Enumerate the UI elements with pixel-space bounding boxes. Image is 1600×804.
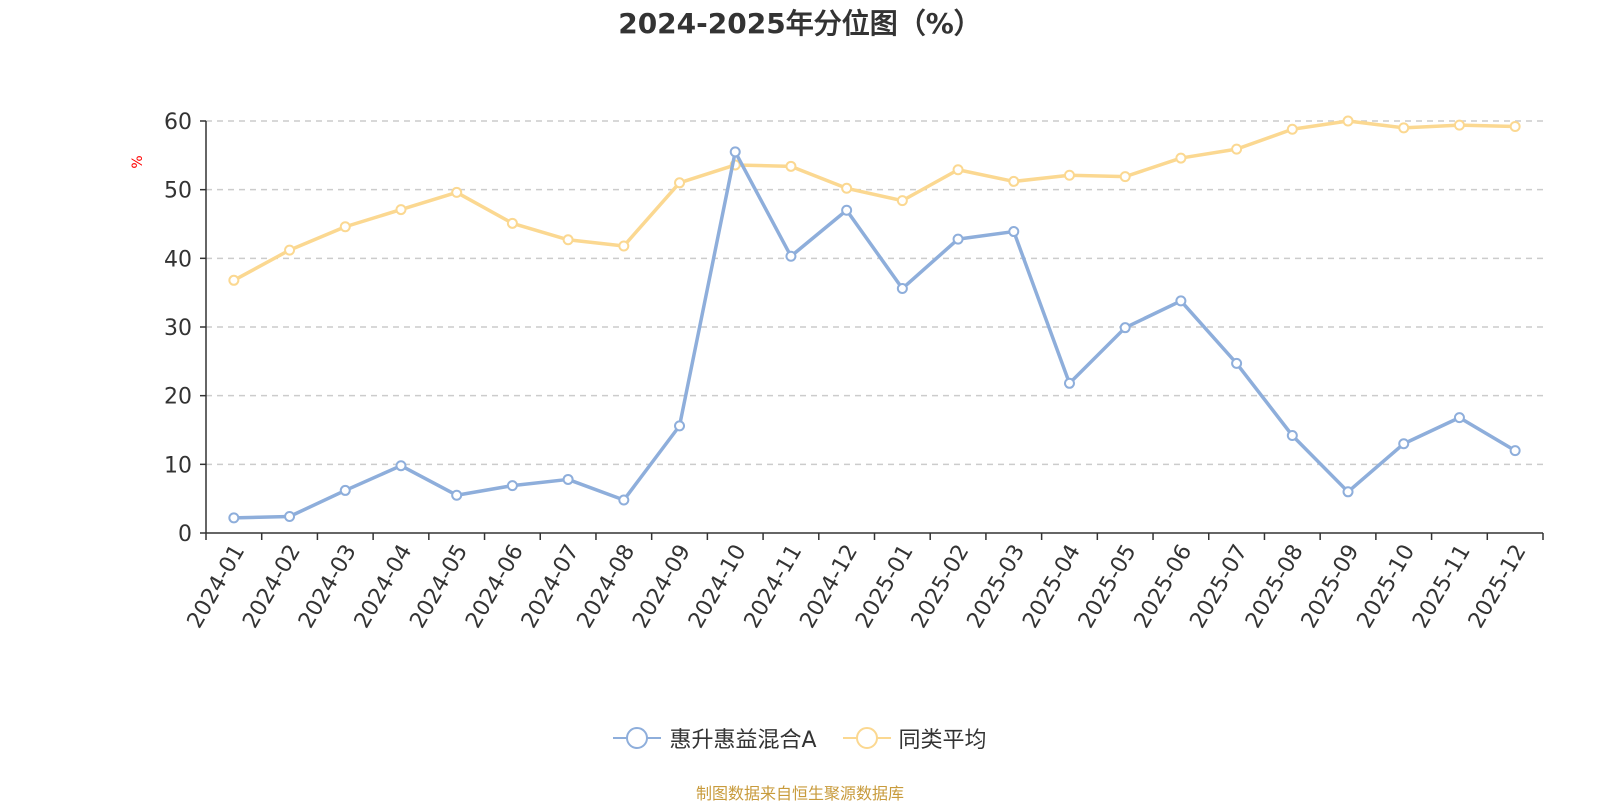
series-1-point bbox=[1119, 322, 1131, 334]
series-2-point bbox=[451, 186, 463, 198]
y-tick-label: 10 bbox=[164, 453, 192, 478]
legend-marker-series-1 bbox=[613, 727, 662, 749]
series-2-point bbox=[785, 160, 797, 172]
y-axis-label: % bbox=[130, 155, 146, 168]
series-2-point bbox=[1231, 143, 1243, 155]
series-1-point bbox=[1231, 357, 1243, 369]
series-2-point bbox=[674, 177, 686, 189]
series-line-1 bbox=[232, 150, 1517, 520]
series-1-point bbox=[674, 420, 686, 432]
series-2-point bbox=[228, 274, 240, 286]
series-1-point bbox=[618, 494, 630, 506]
series-line-2 bbox=[232, 119, 1517, 283]
y-tick-label: 60 bbox=[164, 110, 192, 135]
series-2-point bbox=[1509, 120, 1521, 132]
series-1-point bbox=[1175, 295, 1187, 307]
chart-title: 2024-2025年分位图（%） bbox=[618, 7, 982, 40]
series-1-point bbox=[339, 484, 351, 496]
y-tick-label: 50 bbox=[164, 179, 192, 204]
legend-item-series-1[interactable]: 惠升惠益混合A bbox=[613, 722, 817, 754]
series-1-point bbox=[562, 473, 574, 485]
series-2-point bbox=[1008, 175, 1020, 187]
y-tick-label: 40 bbox=[164, 247, 192, 272]
series bbox=[228, 115, 1521, 524]
series-1-point bbox=[841, 204, 853, 216]
series-1-point bbox=[506, 480, 518, 492]
series-2-point bbox=[1286, 123, 1298, 135]
series-1-point bbox=[785, 250, 797, 262]
source-note: 制图数据来自恒生聚源数据库 bbox=[695, 784, 904, 803]
legend-label-series-1: 惠升惠益混合A bbox=[669, 728, 817, 753]
legend-marker-series-2 bbox=[842, 727, 891, 749]
series-2-point bbox=[841, 182, 853, 194]
grid-lines bbox=[206, 120, 1543, 466]
series-1-point bbox=[1286, 429, 1298, 441]
series-2-point bbox=[339, 221, 351, 233]
series-1-point bbox=[284, 511, 296, 523]
series-2-point bbox=[1175, 152, 1187, 164]
series-1-point bbox=[1342, 486, 1354, 498]
series-1-point bbox=[1063, 377, 1075, 389]
series-2-point bbox=[618, 240, 630, 252]
y-tick-label: 30 bbox=[164, 316, 192, 341]
series-1-point bbox=[228, 512, 240, 524]
y-tick-label: 0 bbox=[178, 522, 192, 547]
legend-item-series-2[interactable]: 同类平均 bbox=[842, 722, 987, 754]
series-1-point bbox=[1509, 445, 1521, 457]
series-1-point bbox=[1008, 226, 1020, 238]
series-2-point bbox=[1398, 122, 1410, 134]
series-2-point bbox=[506, 217, 518, 229]
legend: 惠升惠益混合A 同类平均 bbox=[0, 722, 1600, 754]
series-1-point bbox=[395, 460, 407, 472]
series-2-point bbox=[1119, 171, 1131, 183]
series-1-point bbox=[896, 283, 908, 295]
legend-label-series-2: 同类平均 bbox=[898, 728, 987, 753]
series-1-point bbox=[451, 489, 463, 501]
series-2-point bbox=[1453, 119, 1465, 131]
series-1-point bbox=[952, 233, 964, 245]
series-2-point bbox=[562, 234, 574, 246]
series-2-point bbox=[952, 164, 964, 176]
y-tick-label: 20 bbox=[164, 385, 192, 410]
series-1-point bbox=[1453, 412, 1465, 424]
series-2-point bbox=[896, 195, 908, 207]
series-1-point bbox=[729, 146, 741, 158]
series-2-point bbox=[395, 204, 407, 216]
series-2-point bbox=[1342, 115, 1354, 127]
series-1-point bbox=[1398, 438, 1410, 450]
series-2-point bbox=[1063, 169, 1075, 181]
series-2-point bbox=[284, 244, 296, 256]
